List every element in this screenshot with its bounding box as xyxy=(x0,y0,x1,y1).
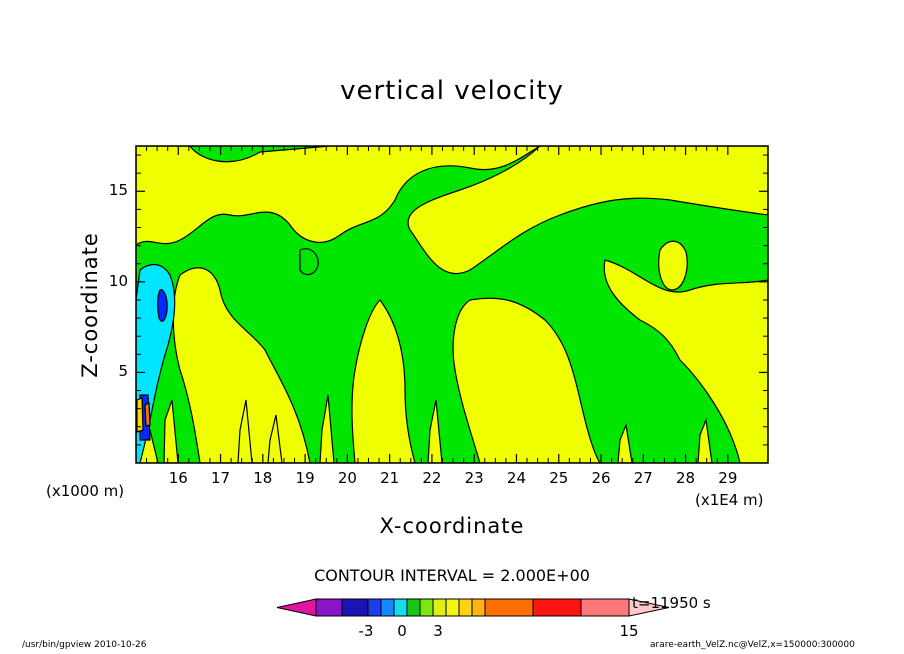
footer-right: arare-earth_VelZ.nc@VelZ,x=150000:300000 xyxy=(650,640,855,650)
plot-frame xyxy=(135,145,769,464)
x-tick-label: 16 xyxy=(168,469,188,487)
colorbar-segment xyxy=(393,598,408,617)
colorbar-segment xyxy=(276,598,317,617)
contour-region-positive xyxy=(172,267,311,463)
colorbar-tick-label: -3 xyxy=(358,622,374,640)
colorbar xyxy=(276,598,670,617)
colorbar-tick-label: 0 xyxy=(397,622,407,640)
y-tick-label: 10 xyxy=(108,271,128,290)
x-tick-label: 22 xyxy=(422,469,442,487)
colorbar-segment xyxy=(315,598,343,617)
x-tick-label: 23 xyxy=(464,469,484,487)
colorbar-segment xyxy=(628,598,670,617)
footer-left: /usr/bin/gpview 2010-10-26 xyxy=(22,640,147,650)
contour-region-green-hole xyxy=(299,248,319,276)
contour-region-strong-negative xyxy=(157,289,168,322)
y-tick-label: 5 xyxy=(118,362,128,381)
x-tick-label: 21 xyxy=(380,469,400,487)
x-tick-label: 18 xyxy=(253,469,273,487)
x-tick-label: 28 xyxy=(676,469,696,487)
contour-interval-label: CONTOUR INTERVAL = 2.000E+00 xyxy=(314,566,590,585)
x-axis-ticks xyxy=(146,146,729,463)
x-tick-label: 25 xyxy=(549,469,569,487)
contour-region-positive xyxy=(351,299,416,463)
colorbar-segment xyxy=(341,598,369,617)
x-tick-label: 27 xyxy=(633,469,653,487)
x-tick-label: 17 xyxy=(211,469,231,487)
colorbar-tick-label: 3 xyxy=(433,622,443,640)
x-tick-label: 20 xyxy=(337,469,357,487)
contour-region-strong-positive xyxy=(144,402,151,427)
contour-region-positive xyxy=(452,297,601,463)
colorbar-segment xyxy=(380,598,395,617)
y-axis-unit: (x1000 m) xyxy=(46,482,125,500)
contour-region-positive xyxy=(658,240,688,291)
x-tick-label: 24 xyxy=(506,469,526,487)
colorbar-tick-label: 15 xyxy=(619,622,639,640)
colorbar-segment xyxy=(419,598,434,617)
contour-region-positive xyxy=(407,146,768,275)
colorbar-segment xyxy=(445,598,460,617)
colorbar-segment xyxy=(458,598,473,617)
contour-region-positive xyxy=(603,259,768,463)
y-axis-label: Z-coordinate xyxy=(78,232,102,378)
x-tick-label: 29 xyxy=(718,469,738,487)
x-axis-label: X-coordinate xyxy=(379,514,525,538)
time-label: t=11950 s xyxy=(632,594,711,612)
colorbar-segment xyxy=(484,598,534,617)
colorbar-segment xyxy=(406,598,421,617)
contour-region-weak-positive xyxy=(136,397,144,433)
colorbar-segment xyxy=(471,598,486,617)
colorbar-segment xyxy=(580,598,630,617)
x-axis-unit: (x1E4 m) xyxy=(695,491,764,509)
colorbar-segment xyxy=(532,598,582,617)
colorbar-segment xyxy=(367,598,382,617)
chart-title: vertical velocity xyxy=(340,76,564,106)
colorbar-segment xyxy=(432,598,447,617)
x-tick-label: 26 xyxy=(591,469,611,487)
x-tick-label: 19 xyxy=(295,469,315,487)
y-tick-label: 15 xyxy=(108,181,128,200)
y-axis-ticks xyxy=(136,154,768,446)
